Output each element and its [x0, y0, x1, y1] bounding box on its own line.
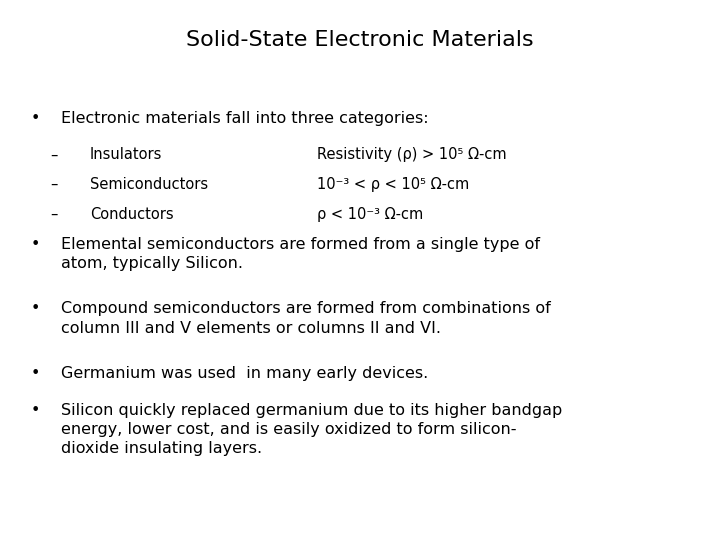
Text: Solid-State Electronic Materials: Solid-State Electronic Materials — [186, 30, 534, 50]
Text: Elemental semiconductors are formed from a single type of
atom, typically Silico: Elemental semiconductors are formed from… — [61, 237, 540, 271]
Text: Semiconductors: Semiconductors — [90, 177, 208, 192]
Text: •: • — [30, 237, 40, 252]
Text: •: • — [30, 403, 40, 418]
Text: 10⁻³ < ρ < 10⁵ Ω-cm: 10⁻³ < ρ < 10⁵ Ω-cm — [317, 177, 469, 192]
Text: •: • — [30, 111, 40, 126]
Text: Resistivity (ρ) > 10⁵ Ω-cm: Resistivity (ρ) > 10⁵ Ω-cm — [317, 147, 506, 163]
Text: –: – — [50, 177, 58, 192]
Text: Insulators: Insulators — [90, 147, 163, 163]
Text: –: – — [50, 207, 58, 222]
Text: Compound semiconductors are formed from combinations of
column III and V element: Compound semiconductors are formed from … — [61, 301, 551, 335]
Text: Silicon quickly replaced germanium due to its higher bandgap
energy, lower cost,: Silicon quickly replaced germanium due t… — [61, 403, 562, 456]
Text: •: • — [30, 301, 40, 316]
Text: Germanium was used  in many early devices.: Germanium was used in many early devices… — [61, 366, 428, 381]
Text: –: – — [50, 147, 58, 163]
Text: Conductors: Conductors — [90, 207, 174, 222]
Text: ρ < 10⁻³ Ω-cm: ρ < 10⁻³ Ω-cm — [317, 207, 423, 222]
Text: Electronic materials fall into three categories:: Electronic materials fall into three cat… — [61, 111, 429, 126]
Text: •: • — [30, 366, 40, 381]
